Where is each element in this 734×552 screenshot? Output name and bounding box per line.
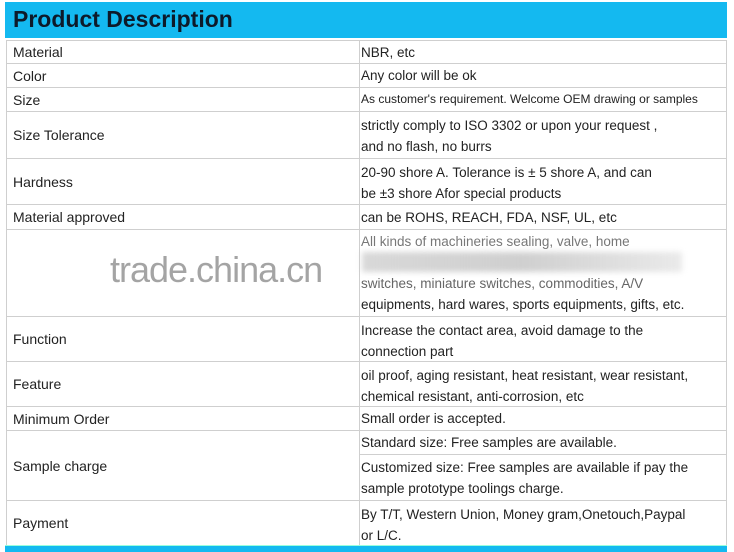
row-label: Color: [6, 64, 360, 87]
value-line: and no flash, no burrs: [361, 139, 492, 154]
row-value: Small order is accepted.: [360, 407, 727, 430]
value-line: chemical resistant, anti-corrosion, etc: [361, 389, 584, 404]
table-row: Material NBR, etc: [6, 40, 727, 63]
value-line: equipments, hard wares, sports equipment…: [361, 297, 685, 312]
table-row: Sample charge Standard size: Free sample…: [6, 430, 727, 500]
row-label: Function: [6, 317, 360, 361]
value-line: Standard size: Free samples are availabl…: [361, 435, 617, 450]
row-label: Size Tolerance: [6, 112, 360, 158]
value-line: be ±3 shore Afor special products: [361, 186, 562, 201]
row-value: As customer's requirement. Welcome OEM d…: [360, 88, 727, 111]
section-title: Product Description: [13, 6, 233, 32]
row-label: Size: [6, 88, 360, 111]
value-text: sample prototype toolings charge.: [361, 481, 564, 496]
table-row: Feature oil proof, aging resistant, heat…: [6, 361, 727, 406]
table-row: Function Increase the contact area, avoi…: [6, 316, 727, 361]
section-header: Product Description: [5, 2, 727, 38]
row-label: Hardness: [6, 159, 360, 204]
table-row: Hardness 20-90 shore A. Tolerance is ± 5…: [6, 158, 727, 204]
footer-bar: [5, 545, 727, 552]
table-row: Material approved can be ROHS, REACH, FD…: [6, 204, 727, 229]
row-label: Sample charge: [6, 431, 360, 500]
table-row: All kinds of machineries sealing, valve,…: [6, 229, 727, 316]
row-value: Standard size: Free samples are availabl…: [360, 431, 727, 500]
watermark: trade.china.cn: [110, 249, 323, 290]
value-line: By T/T, Western Union, Money gram,Onetou…: [361, 507, 686, 522]
table-row: Size Tolerance strictly comply to ISO 33…: [6, 111, 727, 158]
row-label: [6, 230, 360, 316]
value-line: connection part: [361, 344, 454, 359]
row-value: can be ROHS, REACH, FDA, NSF, UL, etc: [360, 205, 727, 229]
row-label: Feature: [6, 362, 360, 406]
row-label: Payment: [6, 501, 360, 545]
row-value: strictly comply to ISO 3302 or upon your…: [360, 112, 727, 158]
value-line: Customized size: Free samples are availa…: [360, 454, 726, 499]
value-line: switches, miniature switches, commoditie…: [361, 276, 644, 291]
value-line: strictly comply to ISO 3302 or upon your…: [361, 118, 658, 133]
row-label: Minimum Order: [6, 407, 360, 430]
row-label: Material approved: [6, 205, 360, 229]
row-value: All kinds of machineries sealing, valve,…: [360, 230, 727, 316]
value-text: Customized size: Free samples are availa…: [361, 460, 689, 475]
value-line: All kinds of machineries sealing, valve,…: [361, 234, 630, 249]
blurred-region: [362, 252, 682, 272]
row-value: Any color will be ok: [360, 64, 727, 87]
value-line: Increase the contact area, avoid damage …: [361, 323, 644, 338]
row-value: oil proof, aging resistant, heat resista…: [360, 362, 727, 406]
table-row: Color Any color will be ok: [6, 63, 727, 87]
table-row: Size As customer's requirement. Welcome …: [6, 87, 727, 111]
table-row: Minimum Order Small order is accepted.: [6, 406, 727, 430]
row-label: Material: [6, 41, 360, 63]
value-line: oil proof, aging resistant, heat resista…: [361, 368, 689, 383]
row-value: Increase the contact area, avoid damage …: [360, 317, 727, 361]
row-value: 20-90 shore A. Tolerance is ± 5 shore A,…: [360, 159, 727, 204]
row-value: By T/T, Western Union, Money gram,Onetou…: [360, 501, 727, 545]
table-row: Payment By T/T, Western Union, Money gra…: [6, 500, 727, 545]
value-line: 20-90 shore A. Tolerance is ± 5 shore A,…: [361, 165, 652, 180]
row-value: NBR, etc: [360, 41, 727, 63]
value-line: or L/C.: [361, 528, 402, 543]
